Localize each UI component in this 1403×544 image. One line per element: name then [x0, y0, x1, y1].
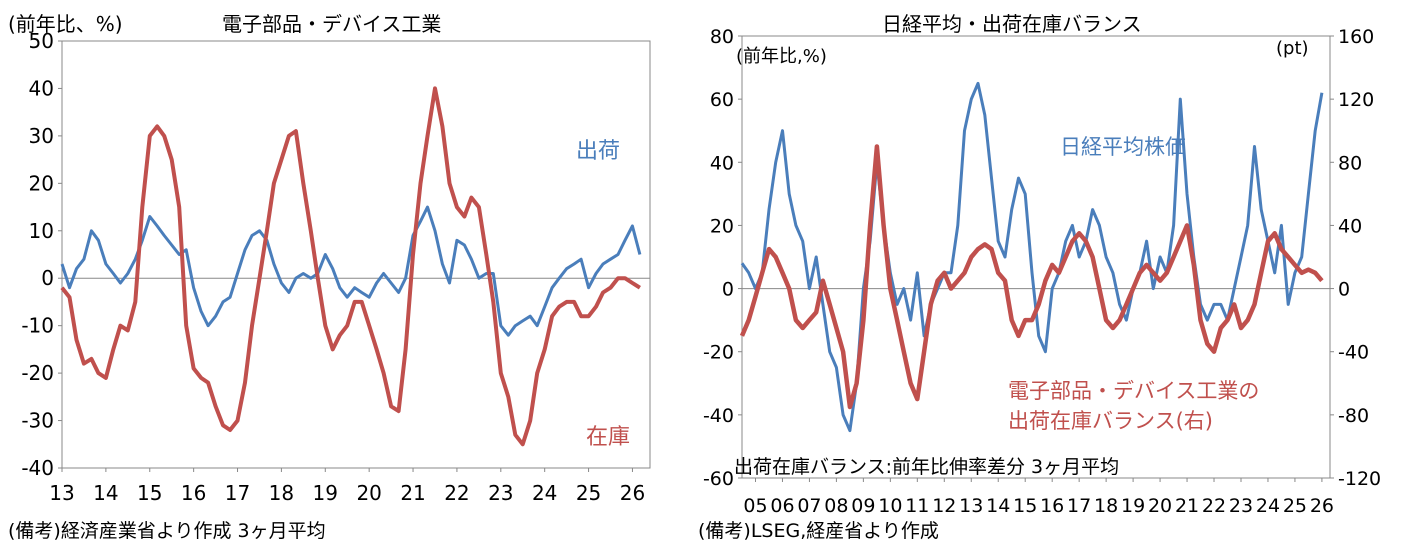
x-tick-label: 17	[1067, 495, 1091, 517]
x-tick-label: 10	[878, 495, 902, 517]
plot-frame	[61, 40, 651, 469]
y-tick-label: 40	[710, 152, 734, 174]
x-tick-label: 06	[770, 495, 794, 517]
x-tick-label: 08	[824, 495, 848, 517]
y-tick-label: 50	[29, 29, 54, 53]
y-tick-label: -20	[703, 342, 734, 364]
y2-tick-label: 160	[1338, 26, 1374, 48]
y-tick-label: -10	[21, 314, 54, 338]
x-tick-label: 11	[905, 495, 929, 517]
y-tick-label: 0	[41, 266, 54, 290]
right-left-unit-label: (前年比,%)	[736, 46, 827, 67]
x-tick-label: 19	[313, 481, 338, 505]
x-tick-label: 14	[93, 481, 118, 505]
x-tick-label: 14	[986, 495, 1010, 517]
balance-label-line2: 出荷在庫バランス(右)	[1008, 409, 1213, 433]
x-tick-label: 26	[620, 481, 645, 505]
balance-label-line1: 電子部品・デバイス工業の	[1008, 379, 1259, 403]
y-tick-label: 80	[710, 26, 734, 48]
x-tick-label: 18	[1094, 495, 1118, 517]
inventory-line	[60, 86, 641, 447]
y-tick-label: 60	[710, 89, 734, 111]
x-tick-label: 05	[743, 495, 767, 517]
x-tick-label: 18	[269, 481, 294, 505]
left-footnote: (備考)経済産業省より作成 3ヶ月平均	[8, 520, 326, 542]
x-tick-label: 19	[1121, 495, 1145, 517]
y2-tick-label: -40	[1338, 342, 1369, 364]
y-tick-label: 20	[710, 215, 734, 237]
inventory-label: 在庫	[586, 425, 630, 450]
y-tick-label: -20	[21, 361, 54, 385]
right-right-unit-label: (pt)	[1276, 38, 1309, 59]
y-tick-label: -30	[21, 409, 54, 433]
y-tick-label: 0	[722, 279, 734, 301]
y2-tick-label: 120	[1338, 89, 1374, 111]
x-tick-label: 25	[1283, 495, 1307, 517]
x-tick-label: 15	[1013, 495, 1037, 517]
x-tick-label: 13	[49, 481, 74, 505]
y-tick-label: -40	[21, 456, 54, 480]
left-chart-panel: (前年比、%) 電子部品・デバイス工業 -40 -30 -20 -10 0 10 20 30 4…	[0, 0, 690, 544]
shipments-label: 出荷	[576, 139, 620, 164]
nikkei-label: 日経平均株価	[1060, 135, 1186, 159]
y-tick-label: 30	[29, 124, 54, 148]
x-tick-label: 23	[488, 481, 513, 505]
y-tick-label: -60	[703, 468, 734, 490]
x-tick-label: 22	[444, 481, 469, 505]
x-tick-label: 25	[576, 481, 601, 505]
left-chart-svg: -40 -30 -20 -10 0 10 20 30 40 50 13 14 15 16 17 18 19 20 2…	[21, 29, 651, 505]
right-chart-panel: 日経平均・出荷在庫バランス -60 -40 -20 0 20 40 60 80 -120 -80-…	[690, 0, 1403, 544]
x-tick-label: 20	[356, 481, 381, 505]
x-tick-label: 22	[1202, 495, 1226, 517]
x-tick-label: 23	[1229, 495, 1253, 517]
x-tick-label: 15	[137, 481, 162, 505]
y-tick-label: -40	[703, 405, 734, 427]
plot-frame	[741, 35, 1331, 479]
shipments-line	[60, 205, 642, 337]
x-tick-label: 12	[932, 495, 956, 517]
x-tick-label: 13	[959, 495, 983, 517]
x-tick-label: 07	[797, 495, 821, 517]
left-chart-title: 電子部品・デバイス工業	[222, 12, 442, 36]
y2-tick-label: -120	[1338, 468, 1381, 490]
x-tick-label: 24	[1256, 495, 1280, 517]
x-tick-label: 16	[1040, 495, 1064, 517]
y-tick-label: 40	[29, 76, 54, 100]
right-chart-svg: -60 -40 -20 0 20 40 60 80 -120 -80 -40 0 40 80 120 160 0…	[703, 26, 1381, 517]
y2-tick-label: 40	[1338, 215, 1362, 237]
x-tick-label: 16	[181, 481, 206, 505]
left-unit-label: (前年比、%)	[8, 12, 123, 36]
right-footnote: (備考)LSEG,経産省より作成	[698, 520, 939, 542]
balance-line	[739, 144, 1324, 410]
x-tick-label: 17	[225, 481, 250, 505]
x-tick-label: 20	[1148, 495, 1172, 517]
x-tick-label: 21	[1175, 495, 1199, 517]
x-tick-label: 24	[532, 481, 557, 505]
right-chart-title: 日経平均・出荷在庫バランス	[882, 12, 1142, 36]
x-tick-label: 21	[400, 481, 425, 505]
y-tick-label: 20	[29, 171, 54, 195]
y2-tick-label: 0	[1338, 279, 1350, 301]
y-tick-label: 10	[29, 219, 54, 243]
x-tick-label: 26	[1310, 495, 1334, 517]
x-tick-label: 09	[851, 495, 875, 517]
y2-tick-label: 80	[1338, 152, 1362, 174]
nikkei-line	[740, 81, 1324, 433]
y2-tick-label: -80	[1338, 405, 1369, 427]
right-method-note: 出荷在庫バランス:前年比伸率差分 3ヶ月平均	[734, 456, 1120, 478]
